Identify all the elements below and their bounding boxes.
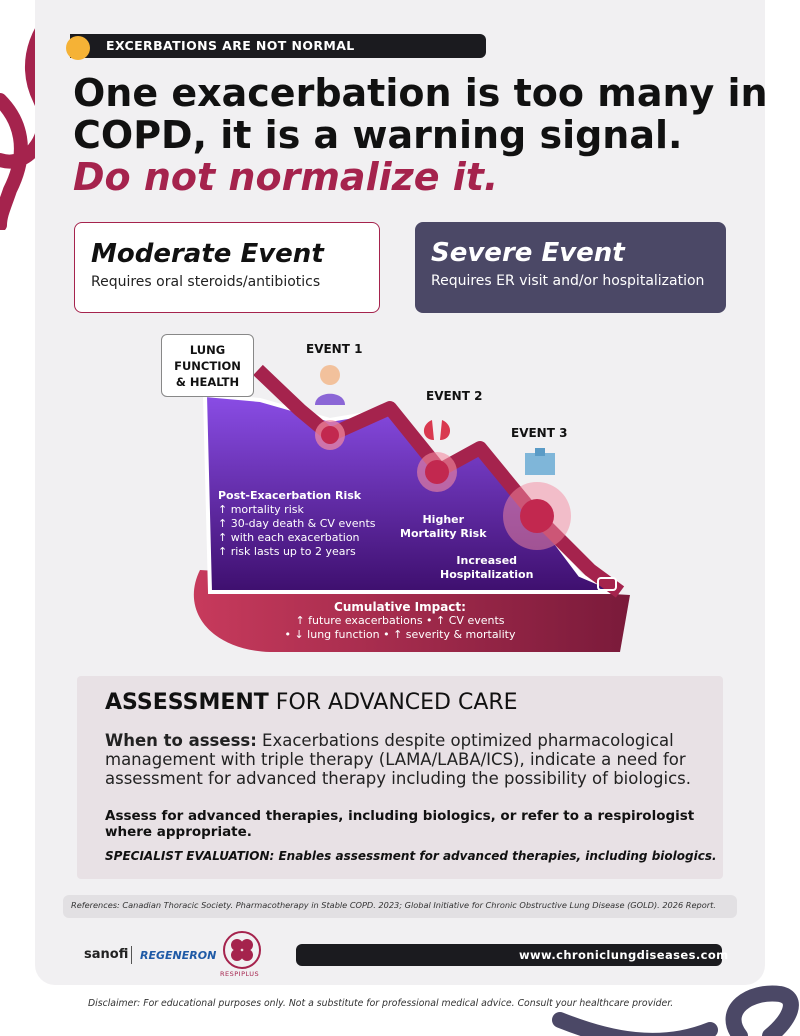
hospital-icon <box>525 448 555 475</box>
assessment-when: When to assess: Exacerbations despite op… <box>105 731 705 788</box>
respiplus-logo-icon <box>223 931 261 969</box>
incr-line-2: Hospitalization <box>440 568 534 581</box>
references-text: References: Canadian Thoracic Society. P… <box>71 900 716 910</box>
when-text: Exacerbations despite optimized pharmaco… <box>105 731 692 788</box>
severe-event-box: Severe Event Requires ER visit and/or ho… <box>415 222 726 313</box>
moderate-event-desc: Requires oral steroids/antibiotics <box>91 274 321 290</box>
headline-emphasis: Do not normalize it. <box>73 155 499 199</box>
cumulative-line-2: • ↓ lung function • ↑ severity & mortali… <box>284 628 516 641</box>
bed-icon <box>597 577 617 591</box>
lung-decline-diagram <box>193 364 630 652</box>
headline-line-1: One exacerbation is too many in <box>73 71 768 115</box>
y-label-line-3: & HEALTH <box>175 375 240 389</box>
header-bar <box>70 34 486 58</box>
severe-event-desc: Requires ER visit and/or hospitalization <box>431 273 705 289</box>
respiplus-logo-text: RESPIPLUS <box>220 970 260 978</box>
risk-item: ↑ 30-day death & CV events <box>218 517 376 530</box>
event-2-label: EVENT 2 <box>426 389 483 403</box>
header-dot <box>66 36 90 60</box>
sanofi-logo: sanofi <box>84 947 129 962</box>
higher-mortality-label: Higher Mortality Risk <box>400 513 487 541</box>
event-1-label: EVENT 1 <box>306 342 363 356</box>
increased-hospitalization-label: Increased Hospitalization <box>440 554 533 582</box>
headline: One exacerbation is too many in COPD, it… <box>73 72 773 156</box>
event-3-label: EVENT 3 <box>511 426 568 440</box>
cumulative-impact: Cumulative Impact: ↑ future exacerbation… <box>250 600 550 642</box>
assessment-recommendation: Assess for advanced therapies, including… <box>105 808 695 840</box>
risk-item: ↑ with each exacerbation <box>218 531 360 544</box>
regeneron-logo: REGENERON <box>140 949 217 962</box>
y-axis-label: LUNG FUNCTION & HEALTH <box>161 334 254 397</box>
references-bar <box>63 895 737 918</box>
lungs-icon <box>423 420 451 440</box>
headline-line-2: COPD, it is a warning signal. <box>73 113 683 157</box>
higher-line-1: Higher <box>422 513 465 526</box>
website-link[interactable]: www.chroniclungdiseases.com <box>519 948 729 962</box>
severe-event-title: Severe Event <box>431 238 625 268</box>
risk-title: Post-Exacerbation Risk <box>218 489 362 502</box>
cumulative-title: Cumulative Impact: <box>334 600 466 614</box>
risk-item: ↑ risk lasts up to 2 years <box>218 545 356 558</box>
assessment-panel <box>77 676 723 879</box>
risk-list: Post-Exacerbation Risk ↑ mortality risk … <box>218 489 376 559</box>
moderate-event-title: Moderate Event <box>91 239 324 269</box>
risk-item: ↑ mortality risk <box>218 503 304 516</box>
assessment-title-rest: FOR ADVANCED CARE <box>268 690 518 715</box>
incr-line-1: Increased <box>456 554 518 567</box>
assessment-title-bold: ASSESSMENT <box>105 690 269 715</box>
cumulative-line-1: ↑ future exacerbations • ↑ CV events <box>295 614 505 627</box>
disclaimer: Disclaimer: For educational purposes onl… <box>88 998 674 1009</box>
person-inhaler-icon <box>315 365 345 405</box>
higher-line-2: Mortality Risk <box>400 527 487 540</box>
moderate-event-box: Moderate Event Requires oral steroids/an… <box>74 222 380 313</box>
url-bar <box>296 944 722 966</box>
y-label-line-2: FUNCTION <box>174 359 241 373</box>
y-label-line-1: LUNG <box>189 343 226 357</box>
specialist-evaluation: SPECIALIST EVALUATION: Enables assessmen… <box>105 849 717 863</box>
when-label: When to assess: <box>105 731 257 750</box>
header-tag: EXCERBATIONS ARE NOT NORMAL <box>106 38 355 53</box>
assessment-title: ASSESSMENT FOR ADVANCED CARE <box>105 690 518 715</box>
logo-divider <box>131 946 132 964</box>
